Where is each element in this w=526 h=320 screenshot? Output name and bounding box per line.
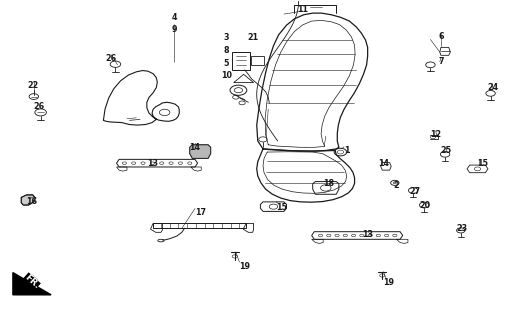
Text: 13: 13 — [362, 230, 373, 239]
Text: 25: 25 — [441, 146, 452, 155]
Text: 6: 6 — [438, 32, 443, 41]
Text: 12: 12 — [430, 130, 441, 139]
Text: 9: 9 — [171, 25, 177, 35]
Text: 10: 10 — [221, 71, 232, 80]
Text: 27: 27 — [409, 187, 420, 196]
Text: FR.: FR. — [23, 272, 41, 290]
Polygon shape — [13, 273, 51, 295]
Text: 14: 14 — [378, 159, 389, 168]
Text: 23: 23 — [456, 224, 468, 233]
Text: 15: 15 — [276, 203, 287, 212]
Text: 1: 1 — [344, 146, 349, 155]
Text: 8: 8 — [224, 46, 229, 55]
Text: 16: 16 — [26, 197, 37, 206]
Text: 26: 26 — [106, 54, 117, 63]
Text: 24: 24 — [488, 83, 499, 92]
Text: 11: 11 — [297, 5, 308, 14]
Text: 18: 18 — [323, 179, 334, 188]
Text: 7: 7 — [438, 57, 443, 66]
Text: 3: 3 — [224, 33, 229, 42]
Text: 2: 2 — [393, 181, 399, 190]
Text: 19: 19 — [383, 278, 394, 287]
Text: 21: 21 — [247, 33, 258, 42]
Text: 19: 19 — [239, 262, 250, 271]
Text: 15: 15 — [477, 159, 488, 168]
Text: 22: 22 — [27, 81, 38, 90]
Polygon shape — [190, 145, 211, 158]
Text: 4: 4 — [171, 13, 177, 22]
Text: 5: 5 — [224, 59, 229, 68]
Polygon shape — [21, 195, 35, 205]
Text: 26: 26 — [34, 101, 45, 111]
Text: 14: 14 — [189, 143, 200, 152]
Text: 13: 13 — [148, 159, 159, 168]
Text: 20: 20 — [420, 202, 431, 211]
Text: FR.: FR. — [23, 272, 41, 290]
Text: 17: 17 — [195, 208, 206, 217]
